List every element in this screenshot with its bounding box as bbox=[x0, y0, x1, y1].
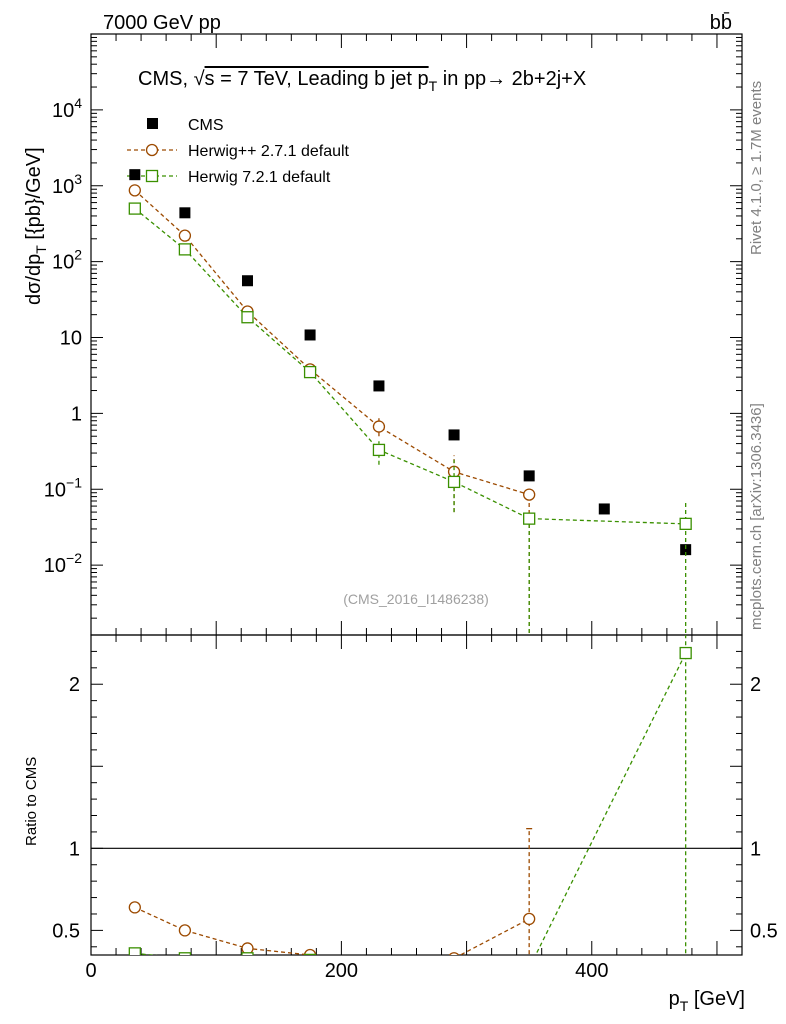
x-tick-label: 200 bbox=[325, 960, 358, 982]
cms-data-point bbox=[304, 329, 316, 341]
cms-data-point bbox=[448, 429, 460, 441]
herwigpp-ratio-point bbox=[523, 912, 536, 926]
herwigpp-ratio-point bbox=[128, 901, 141, 914]
y-tick-label: 10−1 bbox=[44, 474, 82, 501]
herwigpp-ratio-point bbox=[448, 952, 460, 955]
cms-data-point bbox=[129, 169, 141, 181]
herwigpp-ratio-point bbox=[373, 959, 384, 970]
legend-cms-marker bbox=[147, 118, 158, 129]
ratio-y-tick-label-left: 0.5 bbox=[52, 920, 80, 942]
herwig7-data-point bbox=[447, 475, 461, 489]
herwigpp-ratio-point bbox=[178, 924, 192, 937]
y-tick-label-base: 1 bbox=[71, 403, 82, 425]
herwig7-ratio-point bbox=[524, 963, 535, 974]
y-tick-label: 103 bbox=[52, 171, 82, 198]
ratio-y-tick-label-left: 1 bbox=[69, 838, 80, 860]
y-tick-label-base: 10 bbox=[52, 252, 74, 274]
y-tick-label-base: 10 bbox=[44, 479, 66, 501]
cms-data-point bbox=[241, 275, 253, 287]
herwig7-series-line bbox=[134, 208, 686, 525]
mcplots-label: mcplots.cern.ch [arXiv:1306.3436] bbox=[748, 403, 765, 630]
ratio-y-axis-label: Ratio to CMS bbox=[23, 757, 40, 846]
herwigpp-ratio-point bbox=[303, 948, 317, 955]
herwig7-ratio-point bbox=[373, 984, 384, 995]
herwig7-data-point bbox=[523, 512, 536, 525]
ratio-y-tick-label-right: 2 bbox=[750, 674, 761, 696]
herwigpp-data-point bbox=[372, 420, 386, 433]
x-tick-label: 400 bbox=[575, 960, 608, 982]
legend: CMS Herwig++ 2.7.1 default Herwig 7.2.1 … bbox=[127, 117, 350, 186]
y-tick-label: 104 bbox=[52, 95, 82, 122]
analysis-watermark: (CMS_2016_I1486238) bbox=[343, 591, 489, 607]
ratio-panel-frame bbox=[90, 634, 743, 956]
herwig7-data-point bbox=[303, 365, 317, 379]
herwig7-ratio-point bbox=[178, 952, 192, 955]
herwigpp-data-point bbox=[523, 488, 536, 501]
x-axis-label: pT [GeV] bbox=[669, 988, 745, 1014]
main-y-axis-label: dσ/dpT [{pb}/GeV] bbox=[23, 147, 49, 305]
herwig7-ratio-point bbox=[128, 947, 141, 955]
y-tick-label: 10−2 bbox=[44, 550, 82, 577]
cms-data-point bbox=[179, 207, 191, 219]
header-process-label: bb̄ bbox=[710, 11, 732, 34]
main-title: CMS, √s = 7 TeV, Leading b jet pT in pp→… bbox=[138, 68, 586, 94]
herwig7-ratio-point bbox=[449, 968, 460, 979]
y-tick-label-base: 10 bbox=[60, 328, 82, 350]
herwigpp-series-line bbox=[134, 189, 530, 496]
ratio-y-tick-label-right: 0.5 bbox=[750, 920, 778, 942]
herwig7-data-point bbox=[241, 311, 254, 324]
legend-herwig7-label: Herwig 7.2.1 default bbox=[188, 169, 331, 186]
y-tick-label: 102 bbox=[52, 247, 82, 274]
cms-data-point bbox=[680, 544, 692, 556]
legend-herwig7-marker bbox=[145, 169, 159, 183]
legend-herwigpp-marker bbox=[145, 143, 159, 157]
y-tick-label: 1 bbox=[71, 403, 82, 425]
y-tick-label-base: 10 bbox=[44, 555, 66, 577]
rivet-version-label: Rivet 4.1.0, ≥ 1.7M events bbox=[748, 81, 765, 255]
y-tick-label-exponent: −1 bbox=[66, 474, 82, 490]
y-tick-label-exponent: 4 bbox=[74, 95, 82, 111]
header-energy-label: 7000 GeV pp bbox=[103, 12, 221, 34]
herwig7-ratio-point bbox=[679, 646, 692, 660]
herwigpp-data-point bbox=[128, 184, 141, 197]
y-tick-label-exponent: 3 bbox=[74, 171, 82, 187]
y-tick-label-exponent: 2 bbox=[74, 247, 82, 263]
cms-data-point bbox=[598, 503, 610, 515]
herwig7-ratio-point bbox=[241, 952, 254, 955]
y-tick-label: 10 bbox=[60, 328, 82, 350]
herwig7-data-point bbox=[178, 243, 192, 256]
cms-data-point bbox=[523, 470, 535, 482]
herwigpp-data-point bbox=[178, 229, 192, 242]
legend-cms-label: CMS bbox=[188, 117, 224, 134]
herwig7-data-point bbox=[679, 517, 692, 531]
ratio-y-tick-label-left: 2 bbox=[69, 674, 80, 696]
y-tick-label-base: 10 bbox=[52, 176, 74, 198]
y-tick-label-exponent: −2 bbox=[66, 550, 82, 566]
cms-data-point bbox=[373, 380, 385, 392]
y-tick-label-base: 10 bbox=[52, 100, 74, 122]
herwig7-data-point bbox=[372, 443, 386, 457]
herwig7-ratio-point bbox=[303, 953, 317, 955]
legend-herwigpp-label: Herwig++ 2.7.1 default bbox=[188, 143, 350, 160]
herwig7-data-point bbox=[128, 202, 141, 215]
herwig7-ratio-line bbox=[134, 652, 687, 955]
x-tick-label: 0 bbox=[85, 960, 96, 982]
herwigpp-ratio-line bbox=[134, 906, 530, 955]
ratio-y-tick-label-right: 1 bbox=[750, 838, 761, 860]
